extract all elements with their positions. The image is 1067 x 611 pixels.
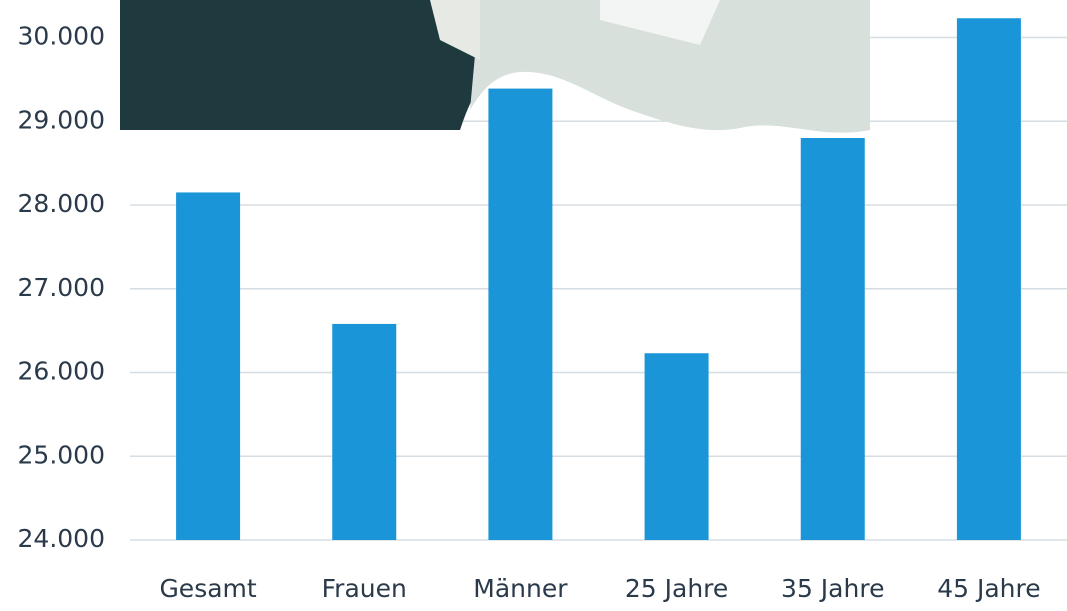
x-tick-label: 35 Jahre [781, 574, 884, 603]
x-tick-label: Frauen [322, 574, 407, 603]
bar [332, 324, 396, 540]
y-tick-label: 26.000 [18, 357, 105, 386]
y-tick-label: 25.000 [18, 440, 105, 469]
y-tick-label: 30.000 [18, 22, 105, 51]
y-tick-label: 29.000 [18, 105, 105, 134]
y-tick-label: 27.000 [18, 273, 105, 302]
chart: 24.000 25.000 26.000 27.000 28.000 29.000 30.0… [0, 0, 1067, 611]
bar [176, 192, 240, 540]
x-tick-label: Männer [473, 574, 568, 603]
x-tick-label: 45 Jahre [937, 574, 1040, 603]
y-tick-label: 28.000 [18, 189, 105, 218]
y-tick-label: 24.000 [18, 524, 105, 553]
bar [488, 89, 552, 540]
bar [801, 138, 865, 540]
x-tick-label: Gesamt [159, 574, 256, 603]
bar [957, 18, 1021, 540]
x-tick-label: 25 Jahre [625, 574, 728, 603]
bar [645, 353, 709, 540]
